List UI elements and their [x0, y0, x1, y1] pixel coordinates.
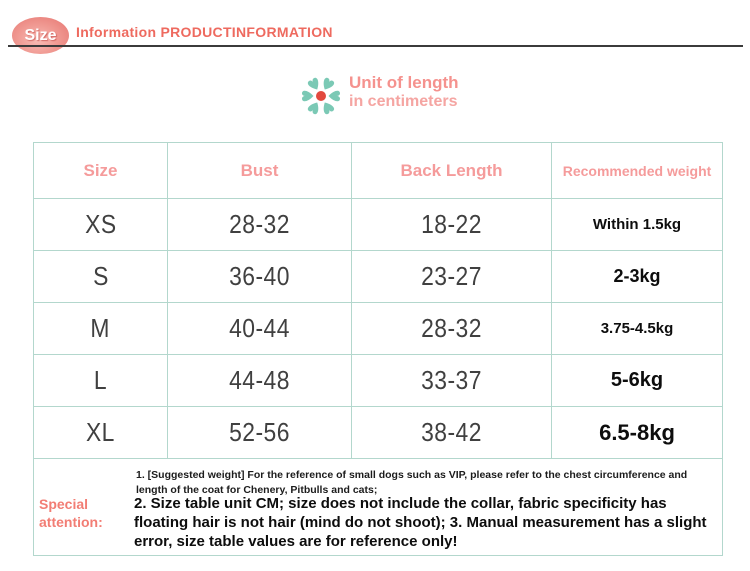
- table-row-m-bust: 40-44: [168, 303, 352, 355]
- size-value: XL: [86, 417, 115, 447]
- bust-value: 28-32: [229, 209, 290, 239]
- weight-value: 5-6kg: [610, 369, 664, 391]
- bust-value: 52-56: [229, 417, 290, 447]
- special-attention-section: Special attention: 1. [Suggested weight]…: [34, 459, 722, 555]
- table-row-s-back-length: 23-27: [352, 251, 552, 303]
- table-row-s-weight: 2-3kg: [552, 251, 722, 303]
- back-length-value: 23-27: [421, 261, 482, 291]
- size-table-grid: Size Bust Back Length Recommended weight…: [34, 143, 722, 459]
- page-title: Information PRODUCTINFORMATION: [76, 24, 333, 40]
- back-length-value: 28-32: [421, 313, 482, 343]
- back-length-value: 33-37: [421, 365, 482, 395]
- weight-value: Within 1.5kg: [592, 216, 682, 233]
- weight-value: 3.75-4.5kg: [600, 320, 674, 337]
- table-row-l-bust: 44-48: [168, 355, 352, 407]
- size-value: M: [90, 313, 111, 343]
- table-row-xs-bust: 28-32: [168, 199, 352, 251]
- bust-value: 44-48: [229, 365, 290, 395]
- table-row-s-bust: 36-40: [168, 251, 352, 303]
- column-header-size: Size: [34, 143, 168, 199]
- size-value: L: [93, 365, 108, 395]
- column-header-bust: Bust: [168, 143, 352, 199]
- table-row-m-back-length: 28-32: [352, 303, 552, 355]
- back-length-value: 18-22: [421, 209, 482, 239]
- bust-value: 40-44: [229, 313, 290, 343]
- size-badge-label: Size: [24, 26, 57, 44]
- unit-note-line1: Unit of length: [349, 73, 459, 92]
- table-row-m-weight: 3.75-4.5kg: [552, 303, 722, 355]
- bust-value: 36-40: [229, 261, 290, 291]
- table-row-xs-back-length: 18-22: [352, 199, 552, 251]
- table-row-xl-bust: 52-56: [168, 407, 352, 459]
- note-measurement: 2. Size table unit CM; size does not inc…: [134, 495, 707, 551]
- size-badge: Size: [12, 17, 69, 54]
- table-row-xs-size: XS: [34, 199, 168, 251]
- table-row-xl-back-length: 38-42: [352, 407, 552, 459]
- special-attention-label: Special attention:: [39, 496, 103, 531]
- table-row-xs-weight: Within 1.5kg: [552, 199, 722, 251]
- column-header-back-length: Back Length: [352, 143, 552, 199]
- size-value: S: [92, 261, 109, 291]
- flower-icon: [302, 77, 340, 115]
- weight-value: 6.5-8kg: [599, 419, 675, 445]
- size-table: Size Bust Back Length Recommended weight…: [33, 142, 723, 556]
- table-row-l-back-length: 33-37: [352, 355, 552, 407]
- unit-note-line2: in centimeters: [349, 92, 458, 110]
- table-row-m-size: M: [34, 303, 168, 355]
- weight-value: 2-3kg: [613, 266, 661, 286]
- column-header-recommended-weight: Recommended weight: [552, 143, 722, 199]
- table-row-xl-weight: 6.5-8kg: [552, 407, 722, 459]
- unit-note: Unit of length in centimeters: [297, 72, 459, 120]
- table-row-l-size: L: [34, 355, 168, 407]
- note-suggested-weight: 1. [Suggested weight] For the reference …: [136, 469, 688, 496]
- header-divider: [8, 45, 743, 47]
- table-row-xl-size: XL: [34, 407, 168, 459]
- size-value: XS: [84, 209, 117, 239]
- back-length-value: 38-42: [421, 417, 482, 447]
- table-row-s-size: S: [34, 251, 168, 303]
- table-row-l-weight: 5-6kg: [552, 355, 722, 407]
